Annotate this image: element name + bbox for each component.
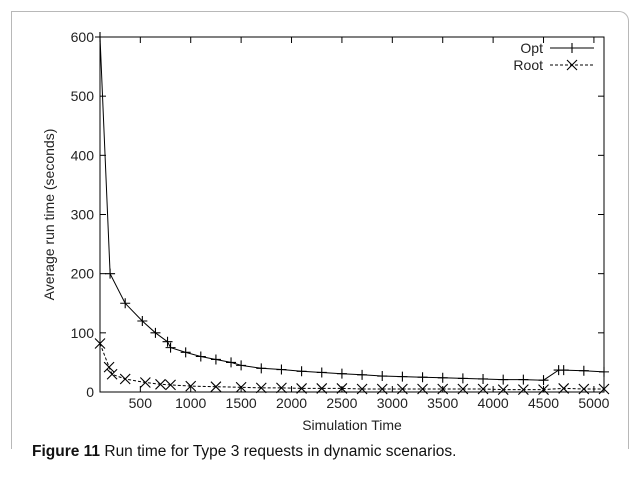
data-point-root bbox=[94, 338, 106, 349]
y-tick-label: 0 bbox=[86, 384, 94, 400]
data-point-opt bbox=[599, 366, 609, 377]
data-point-root bbox=[103, 361, 115, 373]
data-point-opt bbox=[538, 375, 549, 386]
data-point-root bbox=[255, 382, 267, 394]
x-axis-label: Simulation Time bbox=[302, 417, 402, 433]
data-point-opt bbox=[417, 372, 428, 383]
data-point-opt bbox=[210, 354, 221, 365]
data-point-opt bbox=[518, 374, 529, 385]
data-point-opt bbox=[498, 374, 509, 385]
data-point-opt bbox=[162, 336, 173, 347]
x-tick-label: 4500 bbox=[528, 395, 559, 411]
x-tick-label: 2000 bbox=[276, 395, 307, 411]
data-point-opt bbox=[105, 268, 116, 279]
data-point-root bbox=[139, 377, 151, 388]
figure-caption: Figure 11 Run time for Type 3 requests i… bbox=[32, 443, 456, 461]
data-point-opt bbox=[336, 368, 347, 379]
y-tick-label: 400 bbox=[71, 147, 95, 163]
x-tick-label: 4000 bbox=[478, 395, 509, 411]
data-point-opt bbox=[256, 363, 267, 374]
legend-label-root: Root bbox=[513, 57, 543, 73]
data-point-root bbox=[210, 381, 222, 393]
data-point-root bbox=[417, 383, 428, 395]
x-tick-label: 500 bbox=[129, 395, 153, 411]
data-point-opt bbox=[226, 357, 237, 368]
x-tick-label: 3500 bbox=[427, 395, 458, 411]
data-point-root bbox=[119, 373, 131, 385]
x-tick-label: 5000 bbox=[578, 395, 609, 411]
data-point-root bbox=[276, 382, 287, 394]
data-point-opt bbox=[316, 367, 327, 378]
x-tick-label: 2500 bbox=[326, 395, 357, 411]
x-tick-label: 1000 bbox=[175, 395, 206, 411]
data-point-opt bbox=[437, 372, 448, 383]
data-point-root bbox=[296, 383, 307, 394]
data-point-opt bbox=[165, 342, 176, 353]
legend-marker-opt bbox=[567, 43, 577, 53]
data-point-root bbox=[106, 368, 118, 380]
y-tick-label: 100 bbox=[71, 325, 95, 341]
y-tick-label: 200 bbox=[71, 266, 95, 282]
caption-text: Run time for Type 3 requests in dynamic … bbox=[100, 443, 457, 460]
data-point-opt bbox=[180, 347, 191, 358]
data-point-opt bbox=[558, 365, 569, 376]
data-point-root bbox=[165, 379, 176, 391]
data-point-root bbox=[185, 380, 197, 392]
data-point-opt bbox=[357, 369, 368, 380]
data-point-opt bbox=[296, 366, 307, 377]
caption-label: Figure 11 bbox=[32, 443, 101, 460]
data-point-root bbox=[397, 383, 408, 395]
data-point-opt bbox=[377, 371, 388, 382]
plot-area: 500 1000 1500 2000 2500 3000 3500 4000 4500 5000 0… bbox=[41, 29, 610, 433]
y-tick-label: 300 bbox=[71, 207, 95, 223]
data-point-root bbox=[336, 383, 348, 394]
data-point-root bbox=[356, 383, 368, 395]
y-axis-label: Average run time (seconds) bbox=[41, 129, 57, 301]
data-point-root bbox=[376, 383, 388, 395]
data-point-root bbox=[598, 383, 610, 395]
data-point-root bbox=[558, 383, 570, 394]
plot-frame bbox=[99, 36, 605, 393]
data-point-opt bbox=[150, 327, 161, 338]
data-point-root bbox=[457, 383, 469, 395]
data-point-opt bbox=[95, 32, 105, 42]
line-chart: 500 1000 1500 2000 2500 3000 3500 4000 4500 5000 0… bbox=[41, 29, 610, 433]
series-line-root bbox=[99, 343, 604, 391]
data-point-opt bbox=[276, 364, 287, 375]
data-point-opt bbox=[137, 316, 148, 326]
series-line-opt bbox=[99, 36, 605, 381]
legend-label-opt: Opt bbox=[520, 40, 543, 56]
data-point-root bbox=[235, 381, 247, 393]
data-point-root bbox=[578, 383, 590, 395]
data-point-opt bbox=[578, 365, 589, 376]
data-point-opt bbox=[195, 351, 206, 362]
data-point-opt bbox=[478, 373, 489, 384]
legend-marker-root bbox=[566, 59, 578, 71]
data-point-root bbox=[517, 384, 529, 396]
data-point-opt bbox=[457, 373, 468, 384]
data-point-opt bbox=[236, 360, 247, 371]
data-point-root bbox=[497, 384, 509, 396]
data-point-root bbox=[437, 383, 449, 395]
x-tick-label: 1500 bbox=[226, 395, 257, 411]
data-point-root bbox=[477, 383, 489, 395]
data-point-opt bbox=[397, 371, 408, 382]
y-tick-label: 600 bbox=[71, 29, 95, 45]
x-tick-label: 3000 bbox=[377, 395, 408, 411]
y-tick-label: 500 bbox=[71, 88, 95, 104]
data-point-opt bbox=[120, 298, 131, 309]
data-point-root bbox=[155, 378, 166, 390]
data-point-root bbox=[316, 383, 328, 394]
data-point-root bbox=[538, 384, 549, 396]
